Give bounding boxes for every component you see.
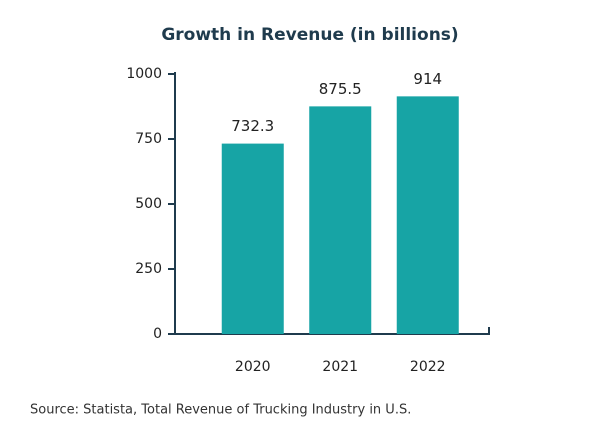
bar [221,143,284,334]
x-tick-label: 2022 [410,359,446,375]
y-tick-label: 250 [135,261,162,277]
chart-title: Growth in Revenue (in billions) [161,25,458,45]
y-tick-label: 0 [153,326,162,342]
value-label: 732.3 [231,117,274,135]
value-label: 875.5 [319,80,362,98]
bar [396,96,459,334]
y-tick-label: 500 [135,196,162,212]
x-tick-label: 2020 [235,359,271,375]
x-tick-label: 2021 [322,359,358,375]
y-tick-label: 750 [135,131,162,147]
source-note: Source: Statista, Total Revenue of Truck… [30,403,411,418]
y-tick-label: 1000 [126,66,162,82]
value-label: 914 [413,70,442,88]
bar [309,106,372,335]
